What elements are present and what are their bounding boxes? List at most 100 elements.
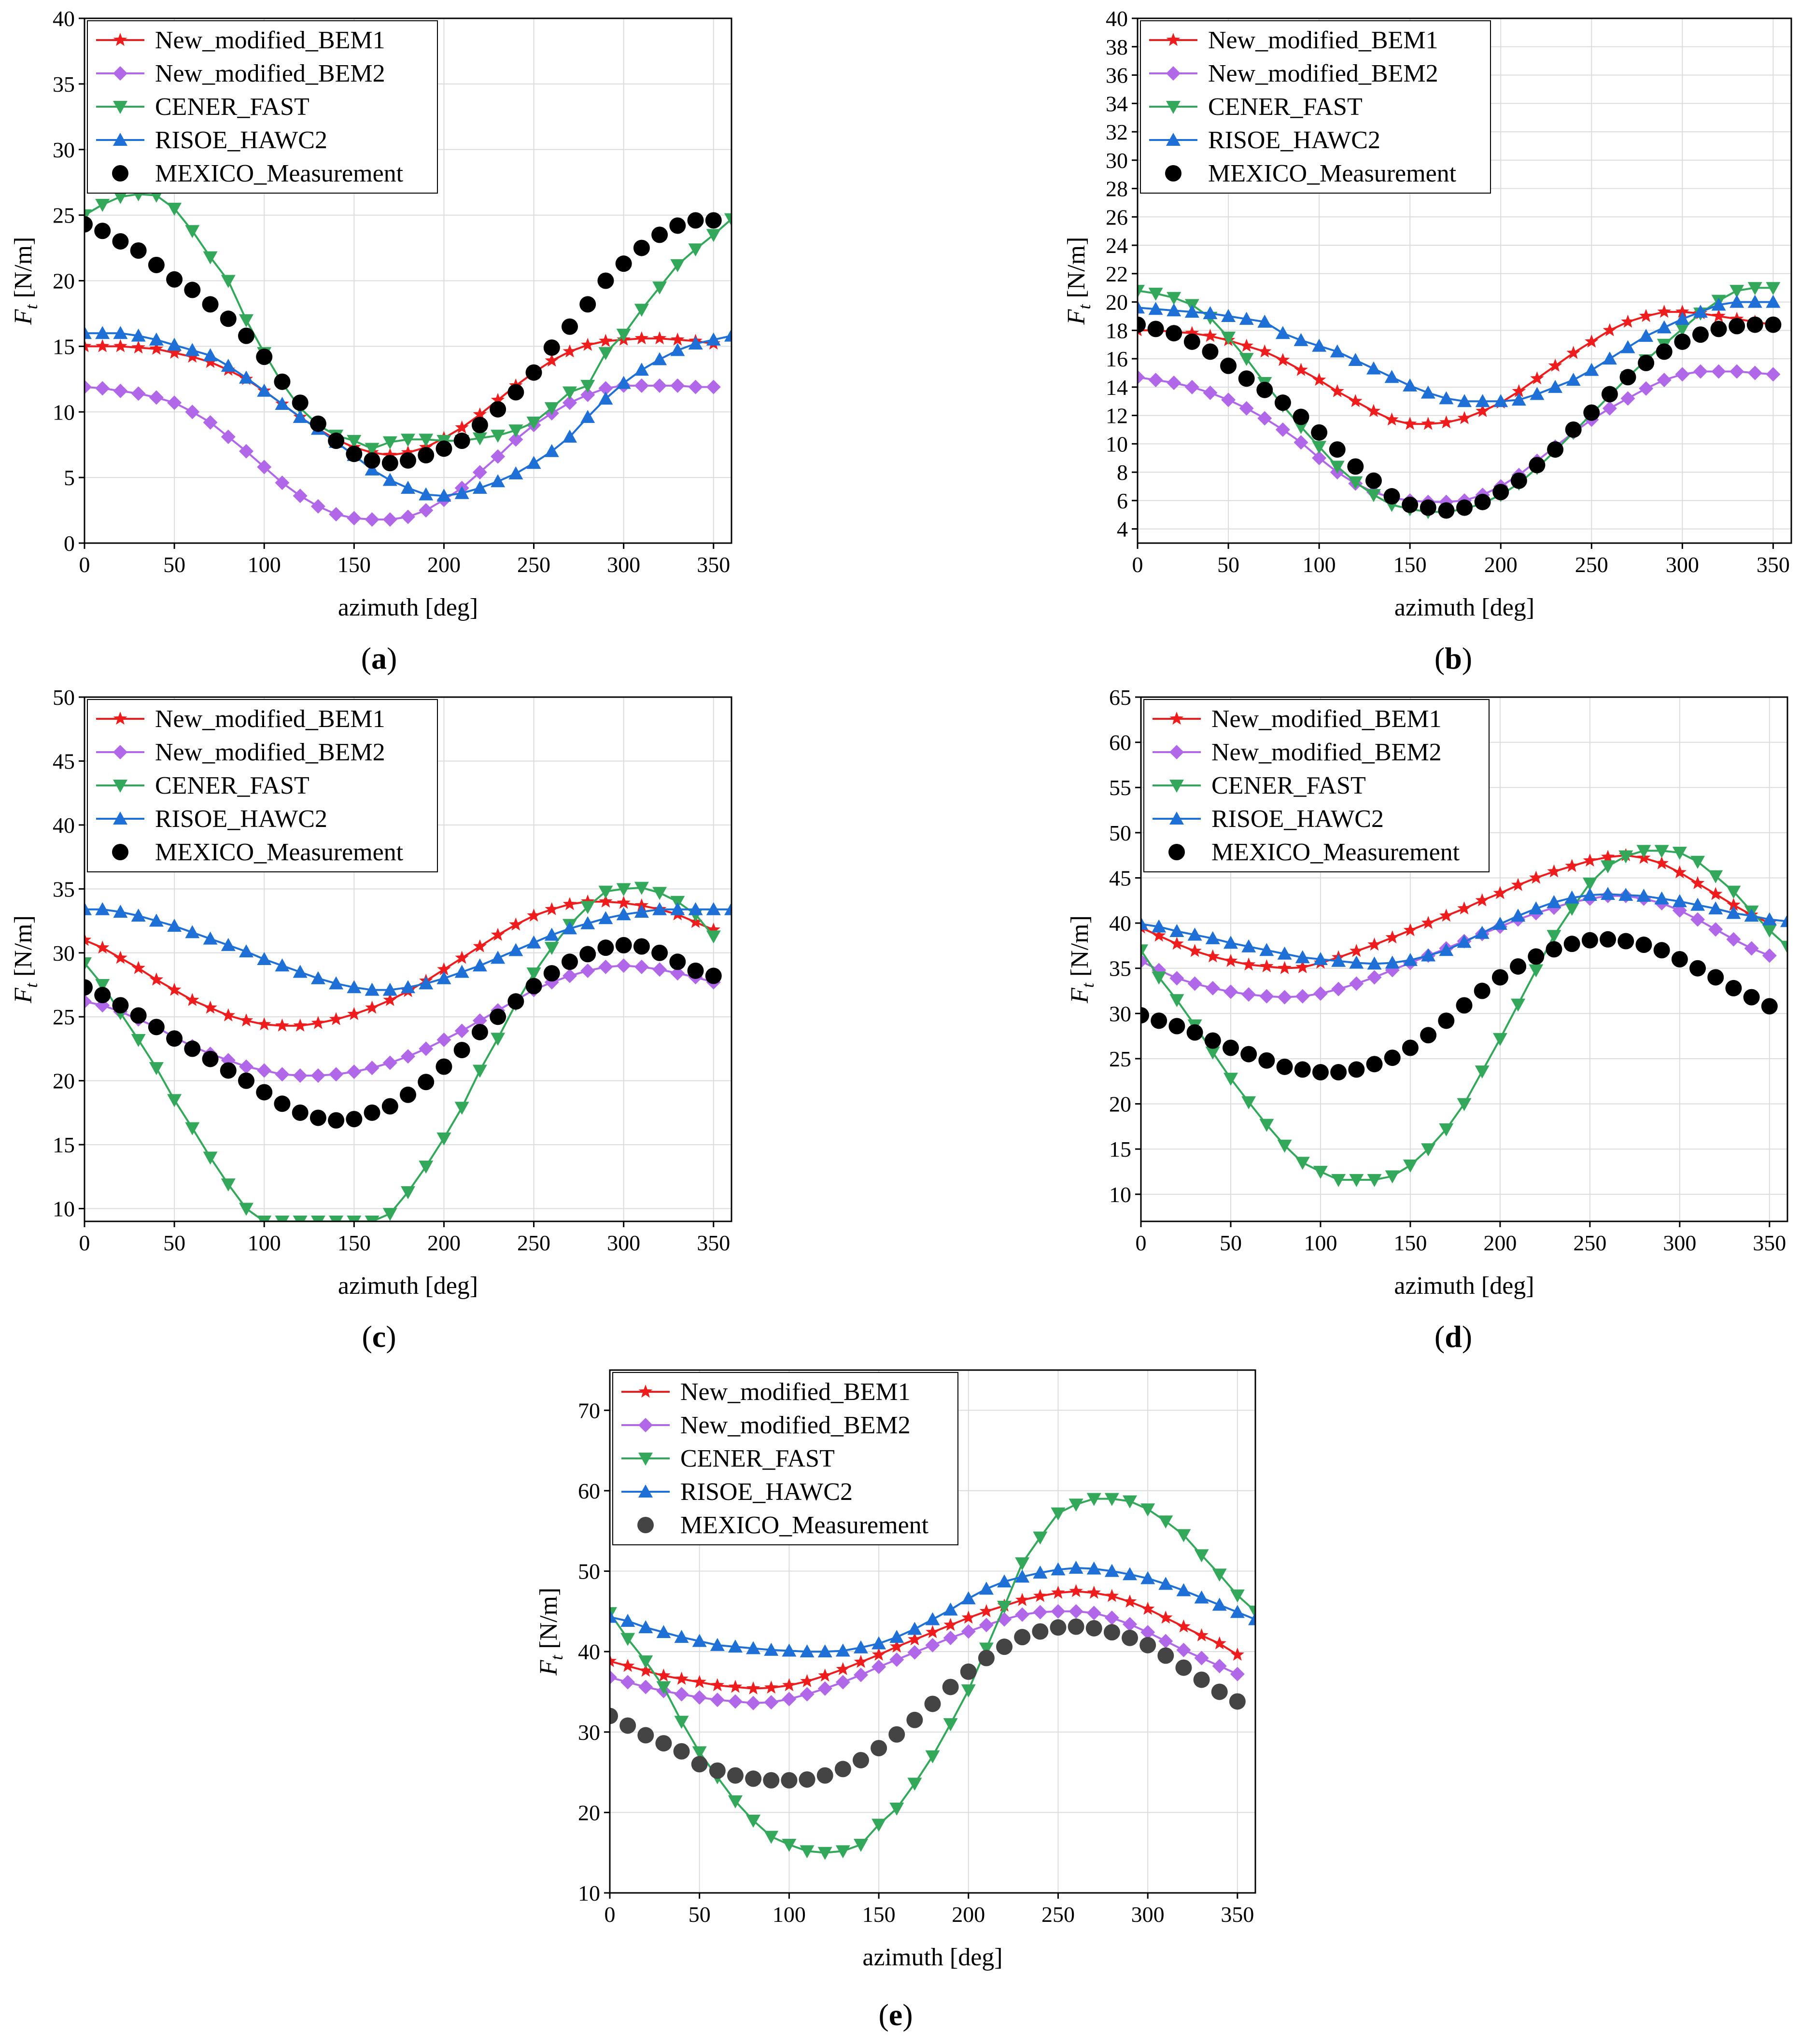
data-point-mexico-measurement — [1330, 1064, 1347, 1081]
data-point-cener-fast — [1330, 461, 1345, 474]
data-point-mexico-measurement — [562, 318, 578, 335]
data-point-mexico-measurement — [1139, 1637, 1156, 1653]
data-point-risoe-hawc2 — [1726, 906, 1741, 919]
data-point-cener-fast — [1367, 1174, 1382, 1187]
data-point-risoe-hawc2 — [1730, 294, 1744, 308]
y-tick-label: 30 — [53, 941, 75, 966]
data-point-new-modified-bem1 — [257, 1017, 271, 1031]
y-tick-label: 30 — [1106, 148, 1128, 173]
data-point-cener-fast — [401, 434, 415, 447]
x-tick-label: 150 — [338, 552, 371, 577]
data-point-new-modified-bem1 — [1312, 373, 1326, 386]
data-point-risoe-hawc2 — [508, 943, 523, 956]
y-tick-label: 16 — [1106, 347, 1128, 371]
data-point-mexico-measurement — [1761, 998, 1778, 1015]
y-axis-label-subscript: t — [547, 1655, 566, 1660]
data-point-risoe-hawc2 — [84, 902, 92, 915]
data-point-mexico-measurement — [1175, 1659, 1192, 1676]
data-point-mexico-measurement — [816, 1767, 833, 1784]
y-tick-label: 4 — [1117, 517, 1128, 542]
data-point-cener-fast — [1601, 860, 1616, 874]
data-point-new-modified-bem2 — [652, 962, 667, 977]
data-point-new-modified-bem2 — [1693, 364, 1708, 379]
data-point-cener-fast — [997, 1600, 1012, 1614]
data-point-risoe-hawc2 — [1511, 909, 1526, 922]
data-point-new-modified-bem1 — [1260, 959, 1274, 973]
data-point-new-modified-bem2 — [1762, 948, 1777, 963]
data-point-risoe-hawc2 — [1439, 391, 1454, 405]
legend-label-new-modified-bem1: New_modified_BEM1 — [1208, 27, 1438, 54]
data-point-risoe-hawc2 — [1457, 935, 1472, 948]
data-point-new-modified-bem1 — [1673, 865, 1687, 879]
data-point-mexico-measurement — [1725, 980, 1742, 996]
data-point-new-modified-bem2 — [943, 1630, 958, 1645]
data-point-mexico-measurement — [1729, 318, 1745, 335]
data-point-mexico-measurement — [637, 1727, 654, 1744]
series-layer — [610, 1493, 1255, 1860]
data-point-cener-fast — [872, 1819, 886, 1832]
y-tick-label: 34 — [1106, 91, 1128, 116]
data-point-new-modified-bem2 — [1205, 980, 1220, 995]
panel-label-letter: a — [371, 641, 387, 675]
series-line-risoe-hawc2 — [1138, 301, 1773, 403]
data-point-risoe-hawc2 — [1475, 394, 1490, 407]
data-point-mexico-measurement — [418, 1074, 435, 1091]
data-point-risoe-hawc2 — [95, 902, 110, 915]
y-tick-label: 70 — [578, 1398, 600, 1423]
data-point-new-modified-bem1 — [1152, 928, 1166, 942]
y-tick-label: 14 — [1106, 375, 1128, 400]
data-point-risoe-hawc2 — [1762, 912, 1777, 925]
panel-label-close: ) — [386, 1319, 396, 1354]
data-point-cener-fast — [1547, 930, 1561, 943]
data-point-cener-fast — [1780, 940, 1787, 954]
y-tick-label: 35 — [1109, 956, 1131, 981]
data-point-new-modified-bem1 — [275, 1018, 289, 1032]
data-point-new-modified-bem1 — [1223, 953, 1238, 967]
data-point-risoe-hawc2 — [221, 938, 236, 951]
data-point-risoe-hawc2 — [1187, 927, 1202, 941]
data-point-cener-fast — [1033, 1531, 1048, 1545]
data-point-new-modified-bem2 — [692, 1690, 707, 1705]
data-point-risoe-hawc2 — [365, 982, 380, 996]
data-point-cener-fast — [1277, 1139, 1292, 1153]
data-point-risoe-hawc2 — [149, 913, 164, 927]
y-tick-label: 40 — [53, 6, 75, 31]
data-point-risoe-hawc2 — [670, 343, 685, 356]
series-line-new-modified-bem1 — [84, 337, 714, 456]
y-axis-label: Ft [N/m] — [10, 915, 41, 1004]
data-point-new-modified-bem2 — [670, 378, 685, 393]
data-point-risoe-hawc2 — [1015, 1569, 1030, 1583]
data-point-new-modified-bem1 — [1511, 878, 1525, 891]
data-point-risoe-hawc2 — [710, 1638, 725, 1651]
data-point-cener-fast — [724, 213, 731, 226]
legend-label-mexico-measurement: MEXICO_Measurement — [1211, 839, 1460, 866]
data-point-cener-fast — [1511, 998, 1526, 1012]
data-point-cener-fast — [1672, 847, 1687, 860]
data-point-mexico-measurement — [436, 440, 452, 457]
data-point-risoe-hawc2 — [580, 916, 595, 929]
legend: New_modified_BEM1 New_modified_BEM2 CENER_… — [87, 699, 438, 872]
x-tick-label: 300 — [607, 1231, 640, 1255]
data-point-mexico-measurement — [1510, 472, 1527, 489]
data-point-new-modified-bem2 — [382, 512, 397, 527]
data-point-risoe-hawc2 — [1366, 361, 1381, 375]
data-point-cener-fast — [1248, 1605, 1255, 1619]
y-tick-label: 25 — [53, 1005, 75, 1029]
data-point-risoe-hawc2 — [562, 429, 577, 443]
data-point-mexico-measurement — [1258, 1052, 1275, 1069]
data-point-new-modified-bem2 — [1295, 989, 1310, 1004]
data-point-new-modified-bem1 — [706, 923, 720, 936]
data-point-new-modified-bem2 — [1675, 367, 1690, 382]
x-axis-label: azimuth [deg] — [338, 594, 478, 621]
data-point-risoe-hawc2 — [616, 907, 631, 921]
data-point-cener-fast — [688, 243, 703, 257]
data-point-risoe-hawc2 — [1403, 378, 1418, 392]
legend-marker-risoe-hawc2 — [1166, 133, 1181, 146]
data-point-new-modified-bem2 — [454, 1023, 469, 1038]
data-point-risoe-hawc2 — [1367, 956, 1382, 970]
data-point-cener-fast — [526, 416, 541, 430]
data-point-risoe-hawc2 — [275, 958, 290, 972]
data-point-mexico-measurement — [1656, 343, 1673, 360]
data-point-mexico-measurement — [292, 1104, 309, 1121]
data-point-risoe-hawc2 — [257, 952, 272, 965]
